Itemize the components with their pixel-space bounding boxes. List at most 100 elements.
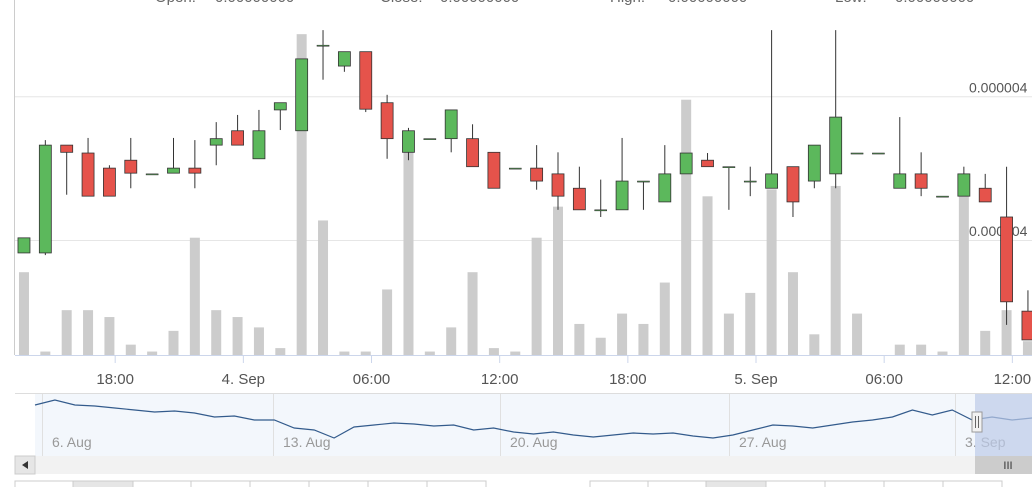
bottom-buttons	[14, 480, 1003, 492]
candle-body	[807, 144, 821, 182]
candle-body	[231, 130, 244, 146]
candle-body	[850, 152, 864, 155]
volume-bar	[168, 330, 179, 355]
volume-bar	[702, 196, 713, 355]
candle-body	[81, 152, 95, 197]
x-tick-label: 18:00	[609, 371, 647, 388]
volume-bar	[958, 196, 969, 355]
navigator-handle[interactable]	[971, 411, 983, 433]
button[interactable]	[249, 480, 310, 492]
candle-body	[594, 209, 608, 212]
candle-body	[60, 144, 74, 153]
button[interactable]	[14, 480, 74, 492]
volume-bar	[1001, 310, 1012, 355]
volume-bar	[531, 237, 542, 355]
volume-bar	[104, 317, 115, 355]
volume-bar	[681, 99, 692, 355]
header-value: 0.00000000	[215, 0, 294, 6]
x-tick-label: 4. Sep	[222, 371, 265, 388]
volume-bar	[552, 206, 563, 355]
volume-bar	[638, 323, 649, 355]
volume-bar	[766, 189, 777, 355]
volume-bar	[787, 272, 798, 355]
header-label: Close:	[380, 0, 423, 6]
candle-body	[487, 151, 501, 189]
button[interactable]	[308, 480, 369, 492]
volume-bar	[403, 151, 414, 355]
candle-body	[722, 166, 736, 168]
volume-bar	[894, 344, 905, 355]
volume-bar	[147, 351, 158, 355]
volume-bar	[232, 317, 243, 355]
x-tick-label: 5. Sep	[734, 371, 777, 388]
volume-bar	[18, 272, 29, 355]
header-value: 0.00000000	[895, 0, 974, 6]
candle-body	[17, 237, 31, 254]
candle-body	[914, 173, 928, 189]
candle-body	[145, 173, 159, 176]
candle-body	[701, 159, 714, 168]
volume-bar	[574, 323, 585, 355]
volume-bar	[275, 348, 286, 355]
button[interactable]	[705, 480, 767, 492]
navigator-label: 27. Aug	[739, 434, 787, 450]
scrollbar-arrow	[22, 461, 28, 469]
candle-body	[380, 102, 394, 140]
y-tick-label: 0.000004	[969, 79, 1028, 95]
candle-body	[551, 173, 565, 197]
x-tick-label: 06:00	[353, 371, 391, 388]
volume-bar	[595, 337, 606, 355]
button[interactable]	[190, 480, 251, 492]
candle-body	[658, 173, 672, 203]
volume-bar	[467, 272, 478, 355]
scrollbar-track[interactable]	[15, 456, 1032, 474]
volume-bar	[61, 310, 72, 355]
candle-body	[252, 130, 266, 160]
volume-bar	[211, 310, 222, 355]
scrollbar-grip: III	[1003, 460, 1012, 472]
plot-area: 0.000004 0.000004	[15, 30, 1032, 356]
volume-bar	[617, 313, 628, 355]
volume-bar	[830, 185, 841, 355]
button[interactable]	[942, 480, 1003, 492]
button[interactable]	[589, 480, 649, 492]
volume-bar	[382, 289, 393, 355]
header-label: High:	[610, 0, 645, 6]
button[interactable]	[647, 480, 707, 492]
button[interactable]	[824, 480, 885, 492]
y-tick-label: 0.000004	[969, 223, 1028, 239]
header-value: 0.00000000	[668, 0, 747, 6]
candle-body	[893, 173, 907, 189]
button[interactable]	[132, 480, 192, 492]
button[interactable]	[883, 480, 944, 492]
candle-body	[466, 138, 479, 168]
candle-body	[765, 173, 779, 189]
candle-body	[316, 44, 330, 47]
button[interactable]	[367, 480, 428, 492]
navigator-label: 13. Aug	[283, 434, 331, 450]
candle-body	[402, 130, 415, 153]
volume-bar	[937, 351, 948, 355]
candle-body	[188, 167, 202, 174]
button[interactable]	[426, 480, 487, 492]
button[interactable]	[765, 480, 826, 492]
navigator-label: 6. Aug	[52, 434, 92, 450]
volume-bar	[360, 351, 371, 355]
navigator-selection[interactable]	[975, 394, 1032, 456]
candle-body	[978, 187, 992, 203]
volume-bar	[189, 237, 200, 355]
candle-body	[359, 51, 373, 110]
candle-body	[273, 102, 287, 111]
candle-body	[936, 195, 949, 198]
button[interactable]	[72, 480, 134, 492]
candle-body	[957, 173, 971, 197]
candle-body	[872, 152, 885, 155]
volume-bar	[488, 348, 499, 355]
candle-body	[423, 138, 437, 140]
candle-body	[786, 166, 800, 203]
candle-body	[530, 167, 544, 182]
x-tick-label: 06:00	[865, 371, 903, 388]
navigator-line	[34, 399, 1032, 439]
scrollbar-thumb[interactable]	[975, 456, 1032, 474]
